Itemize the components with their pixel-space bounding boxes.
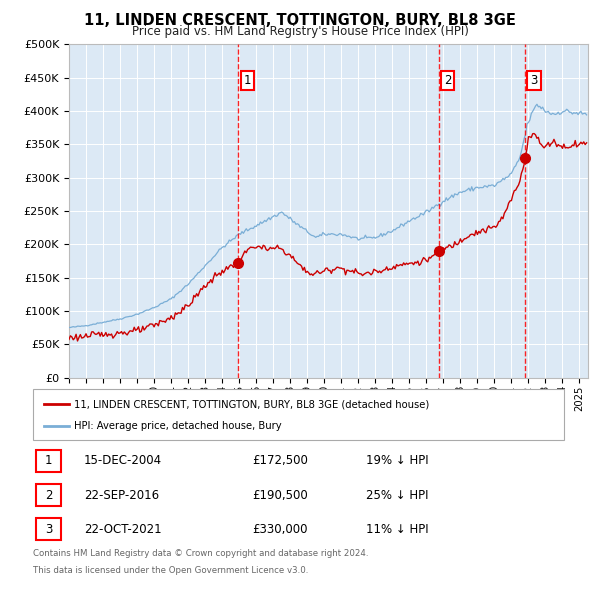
Text: £330,000: £330,000 [252, 523, 308, 536]
Text: 3: 3 [45, 523, 52, 536]
Text: This data is licensed under the Open Government Licence v3.0.: This data is licensed under the Open Gov… [33, 566, 308, 575]
Text: 19% ↓ HPI: 19% ↓ HPI [366, 454, 428, 467]
Text: Price paid vs. HM Land Registry's House Price Index (HPI): Price paid vs. HM Land Registry's House … [131, 25, 469, 38]
Text: 22-SEP-2016: 22-SEP-2016 [84, 489, 159, 502]
Text: £172,500: £172,500 [252, 454, 308, 467]
Text: 11% ↓ HPI: 11% ↓ HPI [366, 523, 428, 536]
Text: Contains HM Land Registry data © Crown copyright and database right 2024.: Contains HM Land Registry data © Crown c… [33, 549, 368, 558]
Text: 15-DEC-2004: 15-DEC-2004 [84, 454, 162, 467]
Text: 2: 2 [45, 489, 52, 502]
Text: 2: 2 [444, 74, 451, 87]
Text: 22-OCT-2021: 22-OCT-2021 [84, 523, 161, 536]
Text: 11, LINDEN CRESCENT, TOTTINGTON, BURY, BL8 3GE: 11, LINDEN CRESCENT, TOTTINGTON, BURY, B… [84, 13, 516, 28]
Text: 11, LINDEN CRESCENT, TOTTINGTON, BURY, BL8 3GE (detached house): 11, LINDEN CRESCENT, TOTTINGTON, BURY, B… [74, 399, 429, 409]
Text: 1: 1 [244, 74, 251, 87]
Text: £190,500: £190,500 [252, 489, 308, 502]
Text: 1: 1 [45, 454, 52, 467]
Text: 25% ↓ HPI: 25% ↓ HPI [366, 489, 428, 502]
Text: 3: 3 [530, 74, 538, 87]
Text: HPI: Average price, detached house, Bury: HPI: Average price, detached house, Bury [74, 421, 281, 431]
